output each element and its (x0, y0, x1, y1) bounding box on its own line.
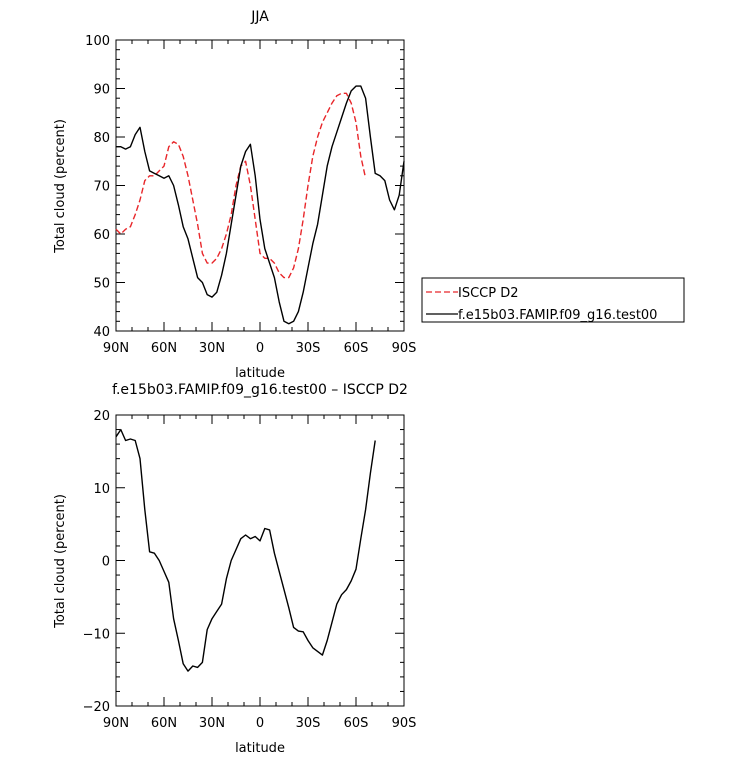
x-tick-label: 90S (392, 341, 417, 356)
x-tick-label: 90S (392, 716, 417, 731)
series-line-1 (115, 92, 367, 279)
series-line-2 (116, 85, 405, 325)
top-ticks: 90N 60N 30N 0 30S 60S 90S 40 50 60 70 80 90 100 (85, 34, 416, 356)
y-tick-label: −10 (83, 627, 110, 642)
x-tick-label: 0 (256, 716, 264, 731)
top-y-axis-label: Total cloud (percent) (53, 119, 68, 254)
x-tick-label: 90N (103, 341, 129, 356)
top-curves (115, 85, 405, 325)
x-tick-label: 0 (256, 341, 264, 356)
series-line-1 (115, 428, 376, 672)
legend-box (421, 277, 685, 323)
x-tick-label: 30S (296, 716, 321, 731)
bottom-ticks: 90N 60N 30N 0 30S 60S 90S −20 −10 0 10 20 (83, 409, 417, 731)
y-tick-label: 20 (93, 409, 110, 424)
legend: ISCCP D2 f.e15b03.FAMIP.f09_g16.test00 (421, 277, 685, 323)
y-tick-label: 60 (93, 228, 110, 243)
bottom-chart-title: f.e15b03.FAMIP.f09_g16.test00 – ISCCP D2 (112, 382, 408, 398)
x-tick-label: 60S (344, 341, 369, 356)
x-tick-label: 90N (103, 716, 129, 731)
x-tick-label: 60N (151, 341, 177, 356)
top-x-axis-label: latitude (235, 366, 285, 381)
top-panel: JJA 90N 60N 30N 0 30S 60S 90S 40 50 60 70 80 90 100 l… (53, 9, 416, 381)
bottom-x-axis-label: latitude (235, 741, 285, 756)
y-tick-label: 100 (85, 34, 110, 49)
y-tick-label: 50 (93, 277, 110, 292)
y-tick-label: −20 (83, 700, 110, 715)
x-tick-label: 30N (199, 341, 225, 356)
x-tick-label: 30S (296, 341, 321, 356)
x-tick-label: 30N (199, 716, 225, 731)
top-plot-frame (115, 39, 405, 332)
bottom-y-axis-label: Total cloud (percent) (53, 494, 68, 629)
y-tick-label: 90 (93, 83, 110, 98)
x-tick-label: 60S (344, 716, 369, 731)
top-chart-title: JJA (250, 9, 269, 25)
y-tick-label: 0 (102, 555, 110, 570)
y-tick-label: 70 (93, 180, 110, 195)
y-tick-label: 10 (93, 482, 110, 497)
y-tick-label: 80 (93, 131, 110, 146)
bottom-curves (115, 428, 376, 672)
x-tick-label: 60N (151, 716, 177, 731)
legend-label-model: f.e15b03.FAMIP.f09_g16.test00 (458, 308, 657, 323)
bottom-panel: f.e15b03.FAMIP.f09_g16.test00 – ISCCP D2… (53, 382, 416, 756)
legend-label-isccp: ISCCP D2 (458, 286, 519, 301)
y-tick-label: 40 (93, 325, 110, 340)
